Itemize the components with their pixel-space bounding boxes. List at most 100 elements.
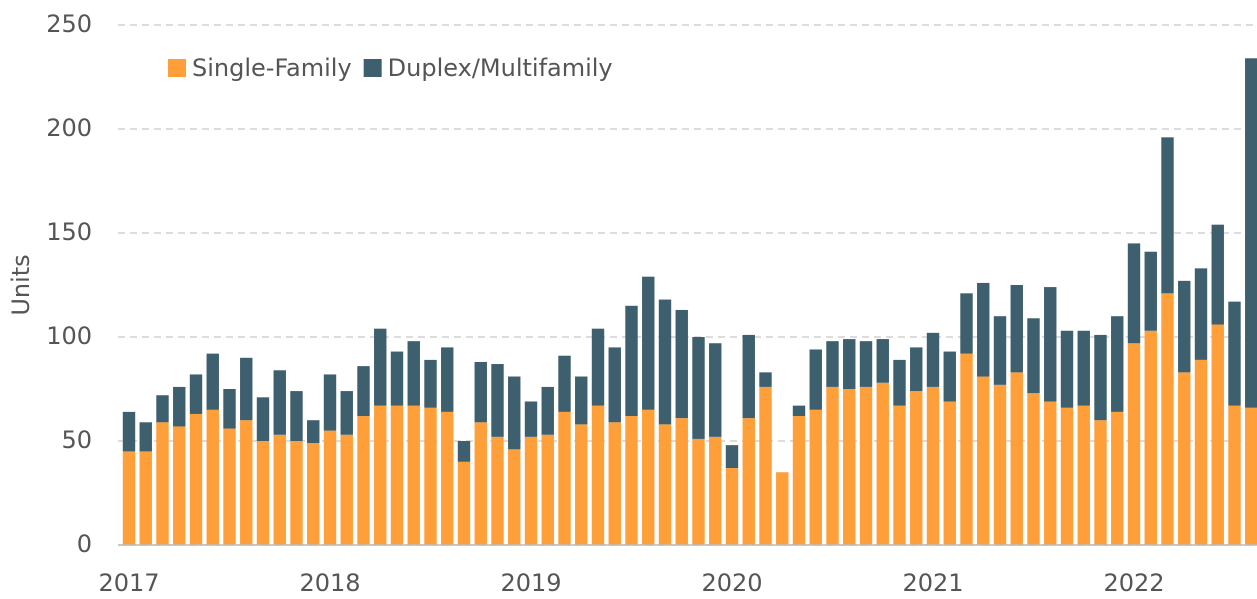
bar-segment [508,376,521,450]
bar-segment [759,372,772,387]
bar-segment [1245,407,1257,545]
legend-swatch [168,59,186,77]
x-tick-label: 2022 [1103,569,1164,597]
bar-segment [323,374,337,431]
bar-segment [926,386,940,545]
x-tick-label: 2018 [299,569,360,597]
bar-segment [1178,372,1191,545]
bar-segment [441,411,454,545]
y-axis-label: Units [7,254,35,315]
bar-segment [173,386,186,427]
bar-segment [1044,401,1057,545]
bar-segment [859,386,873,545]
bar-segment [960,353,973,545]
bar-segment [792,405,806,417]
x-tick-label: 2017 [98,569,159,597]
bar-segment [575,424,588,545]
bar-segment [290,391,303,441]
bar-segment [189,374,203,414]
bar-segment [625,305,638,417]
bar-segment [876,339,889,383]
bar-segment [457,461,471,545]
bar-segment [357,366,370,417]
bar-segment [759,386,772,545]
bar-segment [139,451,152,545]
bar-segment [407,341,420,406]
y-tick-label: 200 [46,114,92,142]
bar-segment [558,411,571,545]
y-tick-label: 250 [46,10,92,38]
bar-segment [1010,372,1023,545]
bar-segment [725,445,739,469]
bar-segment [1194,359,1208,545]
bar-segment [826,341,839,387]
bar-segment [692,438,705,545]
bar-segment [273,434,286,545]
bar-segment [1144,251,1157,331]
bar-segment [658,424,672,545]
bar-segment [1111,411,1124,545]
bar-segment [642,409,655,545]
bar-segment [390,351,404,406]
bar-segment [491,364,504,437]
bar-segment [675,309,688,419]
bar-segment [725,468,739,545]
bar-segment [122,451,136,545]
bar-segment [1127,243,1141,344]
bar-segment [223,428,236,545]
x-tick-label: 2020 [701,569,762,597]
legend-swatch [363,59,382,77]
bar-segment [340,391,353,435]
bar-segment [524,436,538,545]
bar-segment [558,355,571,412]
bar-segment [541,434,554,545]
bar-segment [876,382,889,545]
bar-segment [1178,280,1191,373]
bar-segment [1144,330,1157,545]
bar-segment [926,332,940,387]
bar-segment [809,409,822,545]
bar-segment [407,405,420,545]
bar-segment [943,401,956,545]
bar-segment [893,359,906,406]
bar-segment [156,395,169,423]
bar-segment [709,436,722,545]
bar-segment [323,430,337,545]
bar-segment [1060,330,1074,408]
bar-segment [273,370,286,435]
bar-segment [977,376,990,545]
bar-segment [792,416,806,545]
bar-segment [977,282,990,377]
bar-segment [943,351,956,402]
bar-segment [843,389,856,545]
bar-segment [809,349,822,410]
bar-segment [742,334,755,419]
bar-segment [374,405,387,545]
bar-segment [139,422,152,452]
bar-segment [424,407,437,545]
bar-segment [658,299,672,425]
bar-segment [424,359,437,408]
bar-segment [675,418,688,545]
y-tick-label: 150 [46,218,92,246]
bar-segment [256,441,270,545]
bar-segment [256,397,270,441]
bar-segment [307,443,320,545]
bar-segment [374,328,387,406]
bar-segment [608,422,621,545]
bar-segment [910,391,923,545]
bar-segment [457,441,471,462]
bar-segment [441,347,454,412]
bar-segment [340,434,353,545]
x-tick-label: 2019 [500,569,561,597]
bar-segment [893,405,906,545]
bar-segment [1094,334,1107,421]
bar-segment [625,416,638,545]
bar-segment [843,339,856,389]
bar-segment [122,411,136,452]
bar-segment [575,376,588,425]
bar-segment [156,422,169,545]
bar-segment [993,316,1007,385]
bar-segment [1027,393,1040,545]
